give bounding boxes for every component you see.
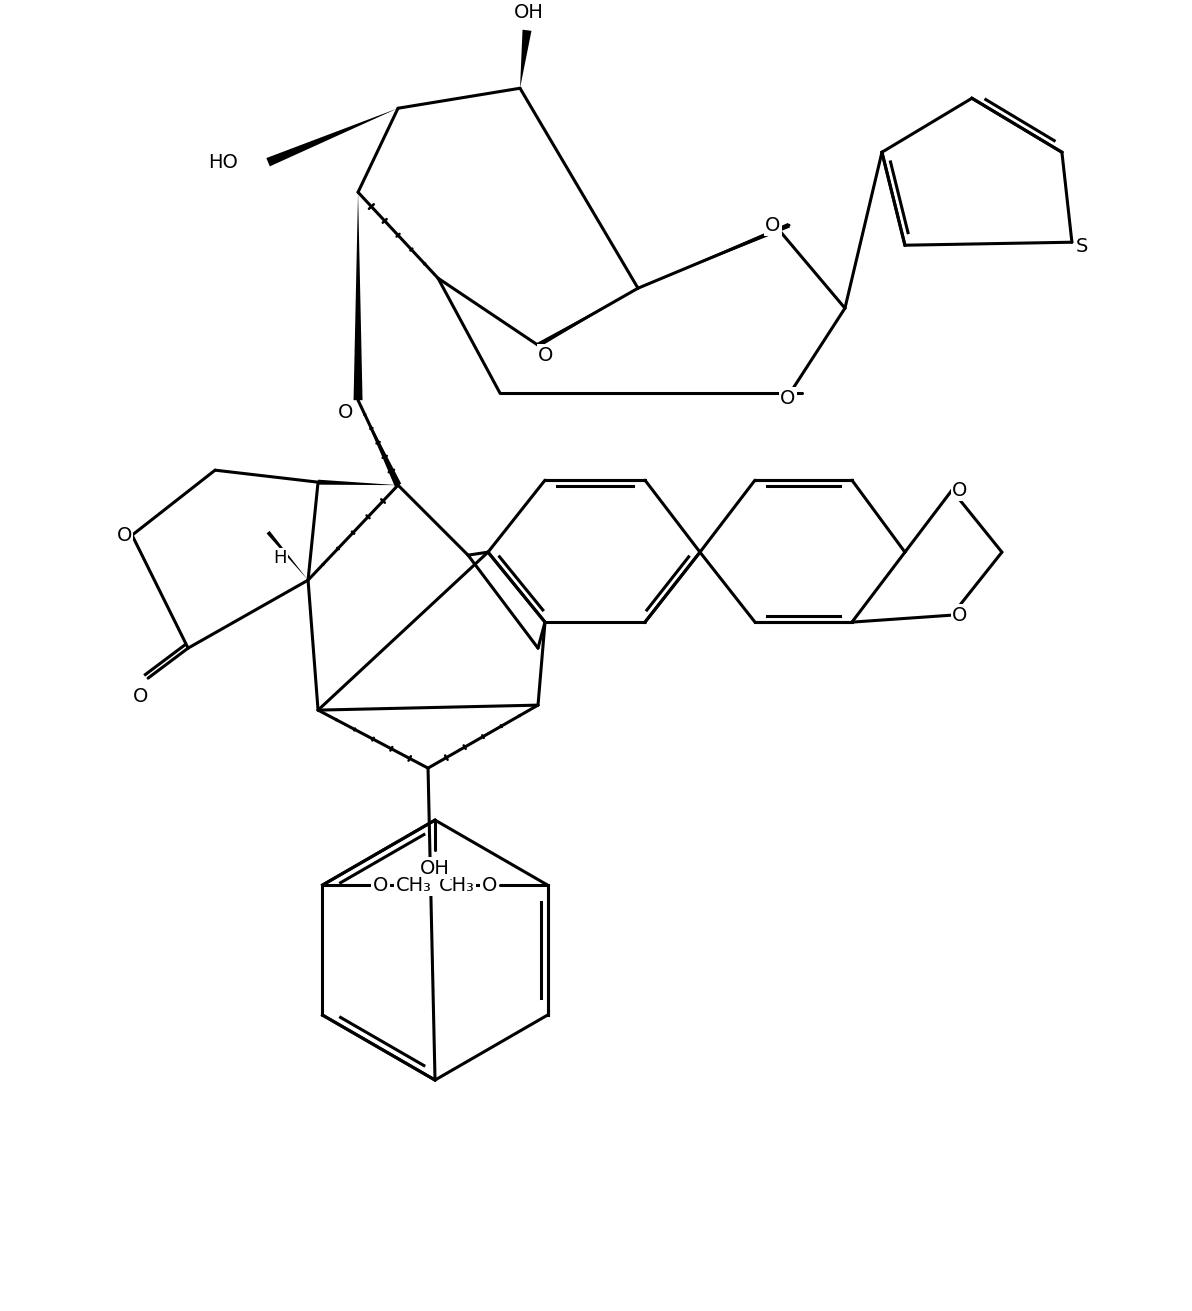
Text: O: O [132, 687, 148, 705]
Polygon shape [354, 193, 362, 400]
Text: HO: HO [209, 152, 238, 172]
Polygon shape [638, 223, 790, 288]
Text: CH₃: CH₃ [396, 876, 432, 894]
Text: OH: OH [420, 859, 449, 877]
Text: CH₃: CH₃ [439, 876, 474, 894]
Text: O: O [482, 876, 497, 894]
Text: O: O [539, 346, 554, 364]
Polygon shape [358, 400, 402, 486]
Text: O: O [952, 481, 968, 499]
Text: O: O [765, 216, 781, 235]
Polygon shape [267, 531, 308, 581]
Text: O: O [952, 606, 968, 624]
Polygon shape [520, 30, 532, 88]
Polygon shape [536, 288, 638, 347]
Text: O: O [117, 526, 132, 544]
Text: H: H [273, 549, 287, 568]
Text: O: O [781, 388, 795, 408]
Text: S: S [1075, 237, 1088, 256]
Text: OH: OH [514, 3, 544, 22]
Polygon shape [266, 109, 398, 166]
Polygon shape [318, 480, 398, 485]
Text: O: O [373, 876, 389, 894]
Text: O: O [339, 402, 354, 422]
